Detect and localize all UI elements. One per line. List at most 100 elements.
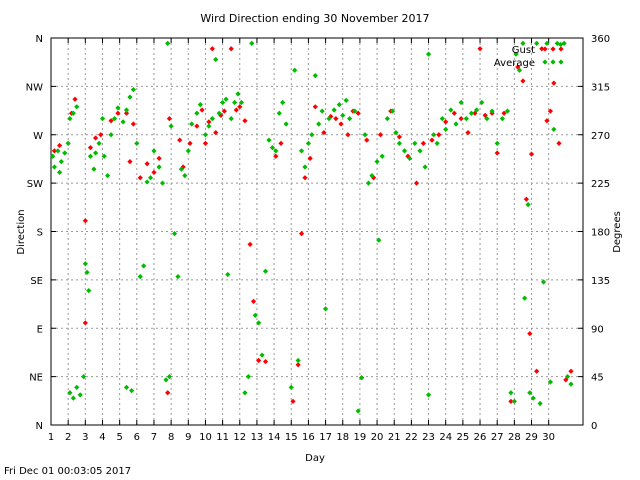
gust-point: [98, 132, 104, 138]
legend-label: Average: [494, 58, 535, 69]
average-point: [352, 108, 358, 114]
average-point: [362, 132, 368, 138]
y-tick-label-left: S: [37, 228, 43, 239]
legend-marker: [542, 59, 548, 65]
average-point: [516, 67, 523, 73]
x-tick-label: 21: [388, 432, 401, 443]
y-tick-label-left: W: [33, 131, 43, 142]
average-point: [305, 140, 312, 146]
average-point: [84, 269, 90, 275]
gust-point: [221, 108, 227, 114]
x-tick-label: 26: [474, 432, 487, 443]
gust-point: [213, 130, 219, 136]
average-point: [355, 408, 361, 414]
average-point: [288, 384, 294, 390]
average-point: [91, 166, 97, 172]
average-point: [326, 116, 332, 122]
average-point: [340, 112, 346, 118]
average-point: [484, 116, 490, 122]
x-tick-label: 3: [82, 432, 88, 443]
average-point: [67, 390, 73, 396]
x-tick-label: 23: [422, 432, 435, 443]
y-tick-label-left: NW: [26, 82, 43, 93]
x-tick-label: 24: [439, 432, 452, 443]
legend-marker: [542, 46, 548, 52]
average-point: [407, 155, 413, 161]
average-point: [189, 121, 195, 127]
average-point: [242, 390, 248, 396]
average-point: [194, 110, 200, 116]
average-point: [434, 140, 440, 146]
gust-point: [87, 145, 94, 151]
x-tick-label: 25: [457, 432, 470, 443]
data-points: [50, 40, 574, 414]
average-point: [252, 312, 258, 318]
average-point: [365, 180, 372, 186]
average-point: [527, 390, 533, 396]
average-point: [166, 374, 173, 380]
average-point: [522, 295, 528, 301]
average-point: [67, 116, 73, 122]
y-tick-label-left: NE: [29, 373, 43, 384]
x-tick-label: 12: [233, 432, 246, 443]
average-point: [508, 390, 514, 396]
gust-point: [364, 137, 370, 143]
gust-point: [534, 368, 540, 374]
average-point: [520, 40, 526, 46]
legend-marker: [558, 59, 564, 65]
gust-point: [247, 241, 253, 247]
x-tick-label: 19: [354, 432, 367, 443]
gust-point: [312, 104, 318, 110]
x-tick-label: 6: [134, 432, 140, 443]
series-average: [50, 40, 574, 414]
average-point: [55, 148, 61, 154]
average-point: [81, 374, 87, 380]
average-point: [175, 274, 181, 280]
gust-point: [508, 398, 514, 404]
gust-point: [123, 110, 130, 116]
average-point: [389, 108, 396, 114]
x-tick-label: 2: [65, 432, 71, 443]
x-tick-label: 14: [268, 432, 281, 443]
average-point: [269, 145, 275, 151]
average-point: [295, 357, 301, 364]
average-point: [70, 395, 76, 401]
average-point: [425, 392, 432, 398]
gust-point: [465, 130, 471, 136]
average-point: [309, 132, 315, 138]
average-point: [379, 153, 385, 159]
x-tick-label: 8: [168, 432, 174, 443]
average-point: [87, 153, 94, 159]
x-tick-label: 28: [508, 432, 521, 443]
average-point: [56, 169, 63, 175]
gust-point: [250, 298, 257, 304]
y-axis-label-right: Degrees: [612, 211, 623, 253]
gust-point: [443, 119, 449, 125]
gust-point: [156, 155, 162, 161]
average-point: [322, 306, 329, 312]
average-point: [50, 153, 56, 159]
average-point: [108, 132, 114, 138]
average-point: [130, 87, 136, 93]
gust-point: [307, 155, 313, 161]
average-point: [178, 166, 185, 172]
gust-point: [333, 116, 339, 122]
gust-point: [520, 78, 526, 84]
average-point: [120, 119, 126, 125]
gust-point: [165, 390, 171, 396]
gust-point: [237, 104, 243, 110]
gust-point: [501, 110, 507, 116]
average-point: [273, 148, 279, 154]
average-point: [551, 126, 557, 132]
gust-point: [494, 150, 500, 156]
average-point: [220, 99, 226, 106]
gust-point: [256, 357, 262, 364]
y-tick-label-right: 225: [591, 179, 610, 190]
average-point: [412, 140, 418, 146]
x-tick-label: 9: [185, 432, 191, 443]
gust-point: [82, 320, 88, 326]
average-point: [147, 175, 154, 181]
average-point: [474, 107, 480, 113]
average-point: [312, 73, 318, 79]
x-tick-label: 10: [199, 432, 212, 443]
